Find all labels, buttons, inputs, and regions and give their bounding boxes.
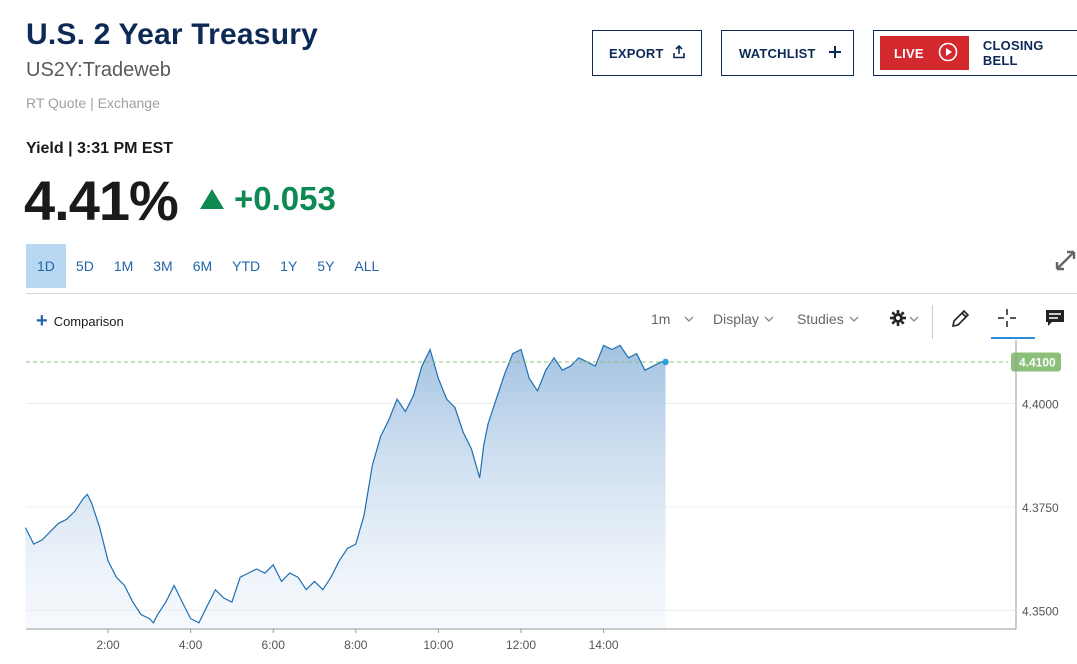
x-tick-label: 6:00	[262, 638, 286, 652]
range-3m[interactable]: 3M	[153, 258, 173, 274]
chevron-down-icon	[909, 314, 919, 325]
range-selector: 1D 5D 1M 3M 6M YTD 1Y 5Y ALL	[26, 244, 389, 288]
y-tick-label: 4.3500	[1022, 604, 1059, 618]
studies-menu[interactable]: Studies	[797, 311, 859, 327]
chevron-down-icon	[684, 314, 694, 325]
range-5y[interactable]: 5Y	[317, 258, 335, 274]
studies-label: Studies	[797, 311, 844, 327]
x-tick-label: 12:00	[506, 638, 536, 652]
last-price-tag: 4.4100	[1011, 352, 1061, 372]
chevron-down-icon	[849, 314, 859, 325]
live-label: LIVE	[894, 45, 924, 61]
comment-icon[interactable]	[1045, 309, 1065, 327]
live-badge: LIVE	[880, 36, 969, 70]
range-all[interactable]: ALL	[354, 258, 380, 274]
last-price-dot	[662, 358, 669, 366]
y-tick-label: 4.3750	[1022, 501, 1059, 515]
plus-icon: +	[36, 310, 48, 332]
x-tick-label: 10:00	[423, 638, 453, 652]
chart-area-fill	[25, 345, 666, 629]
range-1y[interactable]: 1Y	[280, 258, 298, 274]
chart-line	[24, 344, 666, 624]
range-1m[interactable]: 1M	[113, 258, 134, 274]
last-price: 4.41%	[24, 169, 179, 232]
change-value: +0.053	[234, 180, 336, 217]
x-tick-label: 14:00	[589, 638, 619, 652]
settings-menu[interactable]	[889, 309, 919, 330]
closing-bell-label: CLOSING BELL	[982, 38, 1044, 68]
price-change: +0.053	[200, 180, 336, 218]
range-5d[interactable]: 5D	[75, 258, 94, 274]
yield-chart[interactable]: 4.4100 4.4000 4.3750 4.3500 2:00 4:00 6:00 8:…	[0, 340, 1077, 664]
chevron-down-icon	[764, 314, 774, 325]
gear-icon	[889, 309, 907, 330]
range-6m[interactable]: 6M	[192, 258, 213, 274]
x-tick-label: 4:00	[179, 638, 203, 652]
plus-icon	[828, 45, 842, 62]
export-label: EXPORT	[609, 45, 664, 61]
y-axis-labels: 4.4000 4.3750 4.3500	[1022, 397, 1059, 618]
x-tick-label: 8:00	[344, 638, 368, 652]
x-axis-labels: 2:00 4:00 6:00 8:00 10:00 12:00 14:00	[96, 629, 619, 652]
export-button[interactable]: EXPORT	[592, 30, 702, 76]
display-label: Display	[713, 311, 759, 327]
watchlist-label: WATCHLIST	[739, 45, 816, 61]
symbol-label: US2Y:Tradeweb	[26, 59, 171, 81]
comparison-label: Comparison	[53, 313, 124, 329]
active-tool-indicator	[991, 337, 1035, 339]
share-upload-icon	[672, 44, 686, 62]
crosshair-icon[interactable]	[997, 308, 1017, 328]
page-title: U.S. 2 Year Treasury	[26, 18, 318, 51]
tool-separator	[932, 305, 933, 339]
toolbar-divider	[26, 293, 1077, 294]
x-tick-label: 2:00	[96, 638, 120, 652]
comparison-button[interactable]: + Comparison	[36, 310, 124, 332]
play-circle-icon	[938, 42, 958, 65]
pencil-icon[interactable]	[950, 308, 971, 329]
y-tick-label: 4.4000	[1022, 397, 1059, 411]
interval-value: 1m	[651, 311, 671, 327]
up-arrow-icon	[200, 189, 224, 209]
last-price-tag-label: 4.4100	[1019, 355, 1056, 369]
interval-select[interactable]: 1m	[651, 311, 694, 327]
range-1d[interactable]: 1D	[26, 244, 66, 288]
expand-diagonal-icon[interactable]	[1054, 244, 1077, 277]
display-menu[interactable]: Display	[713, 311, 774, 327]
quote-meta: RT Quote | Exchange	[26, 95, 160, 111]
range-ytd[interactable]: YTD	[232, 258, 261, 274]
yield-timestamp: Yield | 3:31 PM EST	[26, 140, 174, 157]
watchlist-button[interactable]: WATCHLIST	[721, 30, 854, 76]
live-closing-bell-button[interactable]: LIVE CLOSING BELL	[873, 30, 1077, 76]
